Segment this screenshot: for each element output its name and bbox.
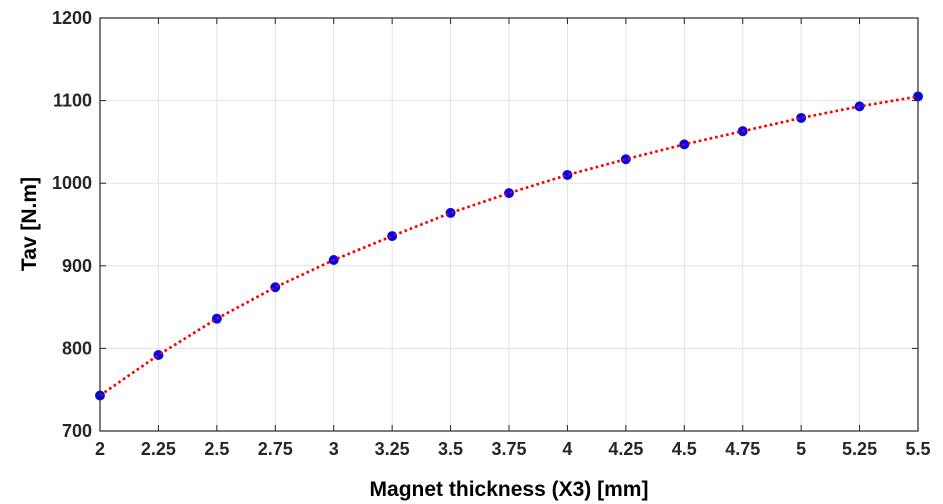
x-tick-label: 4 bbox=[562, 439, 572, 459]
x-tick-label: 3.5 bbox=[438, 439, 463, 459]
data-point bbox=[620, 154, 631, 165]
x-tick-label: 5.5 bbox=[905, 439, 930, 459]
y-tick-label: 1000 bbox=[52, 173, 92, 193]
data-point bbox=[445, 207, 456, 218]
x-tick-label: 5.25 bbox=[842, 439, 877, 459]
x-tick-label: 2.25 bbox=[141, 439, 176, 459]
y-tick-label: 1200 bbox=[52, 8, 92, 28]
series-line-overlay bbox=[99, 95, 919, 397]
data-point bbox=[562, 169, 573, 180]
x-tick-label: 4.25 bbox=[608, 439, 643, 459]
x-tick-label: 3.25 bbox=[375, 439, 410, 459]
x-axis-ticks: 2 2.25 2.5 2.75 3 3.25 3.5 3.75 4 4.25 4.5 4.75 5 5.2… bbox=[95, 18, 931, 459]
y-tick-label: 900 bbox=[62, 256, 92, 276]
data-point bbox=[503, 188, 514, 199]
x-tick-label: 2.5 bbox=[204, 439, 229, 459]
x-tick-label: 2 bbox=[95, 439, 105, 459]
x-tick-label: 4.75 bbox=[725, 439, 760, 459]
x-tick-label: 3.75 bbox=[491, 439, 526, 459]
y-tick-label: 700 bbox=[62, 421, 92, 441]
x-axis-title: Magnet thickness (X3) [mm] bbox=[370, 478, 649, 501]
data-point bbox=[387, 231, 398, 242]
x-tick-label: 3 bbox=[329, 439, 339, 459]
x-tick-label: 4.5 bbox=[672, 439, 697, 459]
y-tick-label: 1100 bbox=[53, 91, 92, 111]
y-tick-label: 800 bbox=[62, 338, 92, 358]
y-axis-ticks: 700 800 900 1000 1100 1200 bbox=[52, 8, 918, 441]
y-axis-title: Tav [N.m] bbox=[18, 177, 41, 271]
data-point bbox=[796, 112, 807, 123]
x-tick-label: 5 bbox=[796, 439, 806, 459]
x-tick-label: 2.75 bbox=[258, 439, 293, 459]
data-point bbox=[270, 282, 281, 293]
data-point bbox=[153, 350, 164, 361]
